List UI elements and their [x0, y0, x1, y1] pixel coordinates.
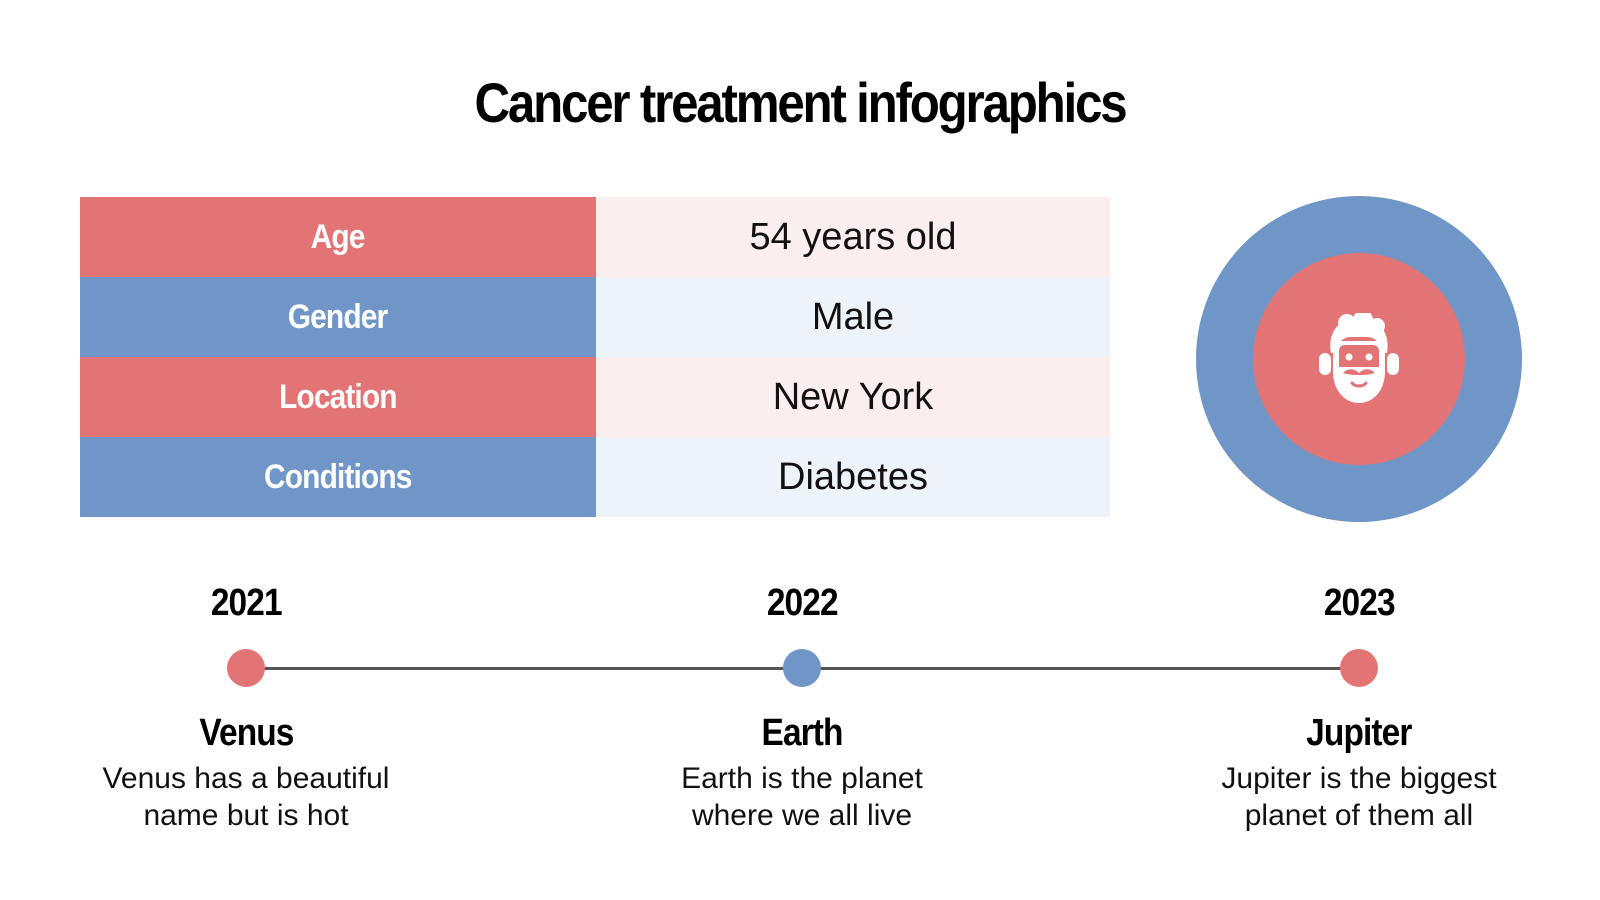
table-row-gender: Gender Male: [80, 277, 1110, 357]
desc-line: Venus has a beautiful: [102, 762, 390, 795]
title-label: Venus: [198, 712, 294, 754]
year-label: 2023: [1323, 582, 1396, 624]
table-row-location: Location New York: [80, 357, 1110, 437]
timeline-year: 2021: [66, 580, 426, 626]
row-label: Conditions: [264, 457, 412, 496]
timeline-year: 2023: [1179, 580, 1539, 626]
timeline-description: Venus has a beautiful name but is hot: [66, 760, 426, 834]
patient-avatar-disc: [1253, 253, 1465, 465]
row-value: 54 years old: [596, 197, 1110, 277]
desc-line: Jupiter is the biggest: [1221, 762, 1497, 795]
title-label: Jupiter: [1306, 712, 1412, 754]
row-label-cell: Age: [80, 197, 596, 277]
row-value: New York: [596, 357, 1110, 437]
patient-avatar-ring: [1196, 196, 1522, 522]
table-row-age: Age 54 years old: [80, 197, 1110, 277]
desc-line: name but is hot: [143, 799, 349, 832]
year-label: 2021: [210, 582, 283, 624]
desc-line: where we all live: [691, 799, 913, 832]
table-row-conditions: Conditions Diabetes: [80, 437, 1110, 517]
row-label: Age: [311, 217, 366, 256]
row-value: Diabetes: [596, 437, 1110, 517]
row-label-cell: Conditions: [80, 437, 596, 517]
timeline-title: Earth: [622, 710, 982, 756]
timeline-title: Venus: [66, 710, 426, 756]
row-label: Gender: [288, 297, 388, 336]
row-label: Location: [279, 377, 398, 416]
year-label: 2022: [766, 582, 839, 624]
timeline-description: Earth is the planet where we all live: [622, 760, 982, 834]
desc-line: Earth is the planet: [681, 762, 923, 795]
timeline-dot: [1340, 649, 1378, 687]
timeline-dot: [783, 649, 821, 687]
bearded-man-icon: [1319, 313, 1399, 403]
row-label-cell: Location: [80, 357, 596, 437]
timeline-description: Jupiter is the biggest planet of them al…: [1179, 760, 1539, 834]
timeline-title: Jupiter: [1179, 710, 1539, 756]
timeline-year: 2022: [622, 580, 982, 626]
desc-line: planet of them all: [1244, 799, 1474, 832]
patient-info-table: Age 54 years old Gender Male Location Ne…: [80, 197, 1110, 517]
row-label-cell: Gender: [80, 277, 596, 357]
title-label: Earth: [761, 712, 843, 754]
row-value: Male: [596, 277, 1110, 357]
timeline-dot: [227, 649, 265, 687]
page-title: Cancer treatment infographics: [474, 71, 1128, 134]
